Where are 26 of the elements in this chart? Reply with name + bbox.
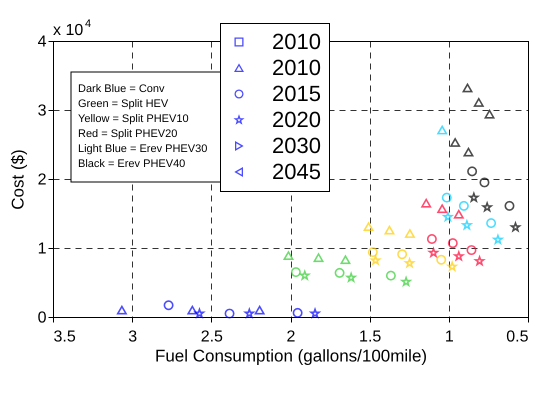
- x-tick-label: 0.5: [506, 328, 529, 346]
- x-tick-label: 3: [128, 328, 138, 346]
- x-tick-label: 1.5: [359, 328, 382, 346]
- legend-label: 2020: [272, 107, 321, 132]
- legend-label: 2030: [272, 133, 321, 158]
- legend-label: 2015: [272, 81, 321, 106]
- y-axis-title: Cost ($): [8, 149, 28, 210]
- legend-label: 2010: [272, 55, 321, 80]
- x-tick-label: 3.5: [54, 328, 76, 346]
- x-tick-label: 1: [444, 328, 454, 346]
- x-axis-title: Fuel Consumption (gallons/100mile): [154, 346, 428, 366]
- annotation: Black = Erev PHEV40: [78, 158, 186, 170]
- y-tick-label: 1: [38, 240, 47, 258]
- legend-label: 2010: [272, 29, 321, 54]
- y-tick-label: 0: [38, 310, 47, 326]
- annotation: Red = Split PHEV20: [78, 128, 178, 140]
- y-tick-label: 2: [38, 172, 47, 188]
- legend-label: 2045: [272, 159, 321, 184]
- y-tick-label: 3: [38, 102, 47, 120]
- y-tick-label: 4: [38, 34, 47, 50]
- x-tick-label: 2.5: [200, 328, 224, 346]
- annotation: Yellow = Split PHEV10: [78, 113, 189, 125]
- annotation: Light Blue = Erev PHEV30: [78, 143, 208, 155]
- annotation: Dark Blue = Conv: [78, 83, 166, 95]
- annotation: Green = Split HEV: [78, 98, 169, 110]
- x-tick-label: 2: [286, 328, 296, 346]
